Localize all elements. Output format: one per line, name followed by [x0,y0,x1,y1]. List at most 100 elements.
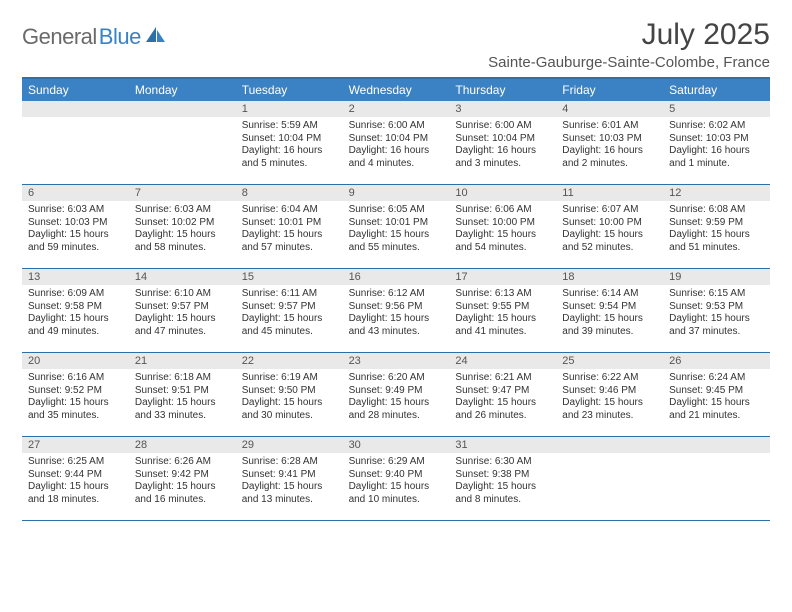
day-body: Sunrise: 6:11 AMSunset: 9:57 PMDaylight:… [236,285,343,338]
day-cell: 10Sunrise: 6:06 AMSunset: 10:00 PMDaylig… [449,185,556,268]
day-body: Sunrise: 6:05 AMSunset: 10:01 PMDaylight… [343,201,450,254]
day-line: Sunset: 9:57 PM [242,301,337,314]
day-body: Sunrise: 6:04 AMSunset: 10:01 PMDaylight… [236,201,343,254]
day-cell: 1Sunrise: 5:59 AMSunset: 10:04 PMDayligh… [236,101,343,184]
dayhead-friday: Friday [556,79,663,101]
day-body: Sunrise: 6:29 AMSunset: 9:40 PMDaylight:… [343,453,450,506]
day-line: Sunrise: 6:29 AM [349,456,444,469]
day-cell: 27Sunrise: 6:25 AMSunset: 9:44 PMDayligh… [22,437,129,520]
day-line: and 55 minutes. [349,242,444,255]
week-row: 6Sunrise: 6:03 AMSunset: 10:03 PMDayligh… [22,185,770,269]
day-line: Daylight: 15 hours [562,397,657,410]
day-number: 16 [343,269,450,285]
day-line: Sunrise: 6:22 AM [562,372,657,385]
day-line: Daylight: 15 hours [135,481,230,494]
day-cell: 25Sunrise: 6:22 AMSunset: 9:46 PMDayligh… [556,353,663,436]
location-subtitle: Sainte-Gauburge-Sainte-Colombe, France [488,54,770,71]
day-line: Daylight: 16 hours [455,145,550,158]
day-line: Daylight: 15 hours [455,313,550,326]
day-line: and 45 minutes. [242,326,337,339]
day-line: Daylight: 15 hours [28,229,123,242]
day-line: Daylight: 15 hours [562,229,657,242]
day-number: 11 [556,185,663,201]
week-row: 13Sunrise: 6:09 AMSunset: 9:58 PMDayligh… [22,269,770,353]
day-line: Daylight: 15 hours [242,397,337,410]
day-line: Daylight: 15 hours [455,229,550,242]
day-line: and 57 minutes. [242,242,337,255]
day-number [556,437,663,453]
dayhead-saturday: Saturday [663,79,770,101]
day-line: Sunset: 10:03 PM [28,217,123,230]
day-line: Sunset: 9:57 PM [135,301,230,314]
day-line: Sunrise: 6:13 AM [455,288,550,301]
day-line: Daylight: 15 hours [242,229,337,242]
day-number: 1 [236,101,343,117]
day-line: and 41 minutes. [455,326,550,339]
day-body: Sunrise: 6:07 AMSunset: 10:00 PMDaylight… [556,201,663,254]
day-number: 17 [449,269,556,285]
day-line: Daylight: 15 hours [28,397,123,410]
day-cell: 9Sunrise: 6:05 AMSunset: 10:01 PMDayligh… [343,185,450,268]
day-number: 14 [129,269,236,285]
day-body: Sunrise: 6:03 AMSunset: 10:03 PMDaylight… [22,201,129,254]
day-line: Daylight: 15 hours [669,229,764,242]
day-line: Daylight: 15 hours [135,229,230,242]
day-line: Sunset: 9:51 PM [135,385,230,398]
day-line: Sunrise: 6:03 AM [28,204,123,217]
sail-icon [145,26,167,49]
day-line: and 30 minutes. [242,410,337,423]
day-line: Sunrise: 6:04 AM [242,204,337,217]
day-number: 12 [663,185,770,201]
day-line: and 37 minutes. [669,326,764,339]
dayhead-tuesday: Tuesday [236,79,343,101]
day-line: Sunset: 9:53 PM [669,301,764,314]
day-line: Sunrise: 6:14 AM [562,288,657,301]
logo-text-gray: General [22,24,97,50]
day-line: Sunset: 10:00 PM [562,217,657,230]
day-cell: 5Sunrise: 6:02 AMSunset: 10:03 PMDayligh… [663,101,770,184]
day-number: 28 [129,437,236,453]
day-line: Sunset: 10:01 PM [242,217,337,230]
day-line: and 51 minutes. [669,242,764,255]
day-line: Sunrise: 6:08 AM [669,204,764,217]
day-line: Sunset: 9:45 PM [669,385,764,398]
day-line: Sunrise: 6:10 AM [135,288,230,301]
day-number: 23 [343,353,450,369]
day-line: Sunrise: 6:06 AM [455,204,550,217]
week-row: 27Sunrise: 6:25 AMSunset: 9:44 PMDayligh… [22,437,770,521]
day-line: and 47 minutes. [135,326,230,339]
day-line: Sunset: 10:02 PM [135,217,230,230]
day-line: Sunset: 9:47 PM [455,385,550,398]
day-body: Sunrise: 6:21 AMSunset: 9:47 PMDaylight:… [449,369,556,422]
day-line: Sunrise: 6:01 AM [562,120,657,133]
day-line: Daylight: 15 hours [135,397,230,410]
day-line: and 58 minutes. [135,242,230,255]
day-cell: 2Sunrise: 6:00 AMSunset: 10:04 PMDayligh… [343,101,450,184]
day-body: Sunrise: 6:18 AMSunset: 9:51 PMDaylight:… [129,369,236,422]
day-cell: 13Sunrise: 6:09 AMSunset: 9:58 PMDayligh… [22,269,129,352]
day-line: Sunrise: 6:20 AM [349,372,444,385]
day-number: 27 [22,437,129,453]
day-line: and 35 minutes. [28,410,123,423]
day-line: Daylight: 15 hours [349,229,444,242]
day-cell: 21Sunrise: 6:18 AMSunset: 9:51 PMDayligh… [129,353,236,436]
day-line: Sunrise: 6:18 AM [135,372,230,385]
day-line: Sunset: 10:04 PM [455,133,550,146]
day-line: and 54 minutes. [455,242,550,255]
day-line: Daylight: 16 hours [562,145,657,158]
day-line: and 4 minutes. [349,158,444,171]
day-line: and 13 minutes. [242,494,337,507]
day-line: Sunrise: 6:05 AM [349,204,444,217]
day-number: 20 [22,353,129,369]
day-line: and 39 minutes. [562,326,657,339]
day-line: Sunset: 9:38 PM [455,469,550,482]
day-body: Sunrise: 6:14 AMSunset: 9:54 PMDaylight:… [556,285,663,338]
day-cell: 24Sunrise: 6:21 AMSunset: 9:47 PMDayligh… [449,353,556,436]
day-line: Sunrise: 6:09 AM [28,288,123,301]
day-cell: 11Sunrise: 6:07 AMSunset: 10:00 PMDaylig… [556,185,663,268]
day-number: 3 [449,101,556,117]
day-line: and 21 minutes. [669,410,764,423]
day-body: Sunrise: 6:01 AMSunset: 10:03 PMDaylight… [556,117,663,170]
day-line: Sunset: 9:59 PM [669,217,764,230]
day-body: Sunrise: 6:24 AMSunset: 9:45 PMDaylight:… [663,369,770,422]
